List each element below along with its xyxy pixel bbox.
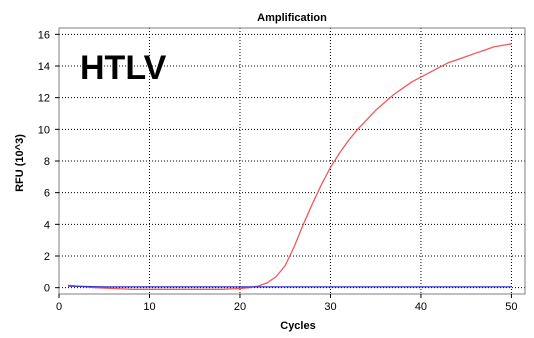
y-tick-label: 6: [44, 188, 50, 200]
y-tick-label: 0: [44, 283, 50, 295]
x-tick-label: 10: [143, 301, 155, 313]
x-tick-label: 20: [234, 301, 246, 313]
y-tick-label: 8: [44, 156, 50, 168]
y-tick-label: 4: [44, 219, 50, 231]
assay-label: HTLV: [80, 49, 167, 87]
y-tick-label: 16: [38, 29, 50, 41]
x-tick-label: 50: [505, 301, 517, 313]
chart-title: Amplification: [257, 12, 327, 24]
y-tick-label: 14: [38, 61, 50, 73]
x-tick-label: 40: [415, 301, 427, 313]
y-tick-label: 12: [38, 93, 50, 105]
x-axis-title: Cycles: [280, 320, 315, 332]
series-layer: [67, 43, 512, 290]
y-tick-label: 2: [44, 251, 50, 263]
y-axis: 0 2 4 6 8 10 12 14 16: [38, 29, 59, 295]
x-tick-label: 30: [324, 301, 336, 313]
x-axis: 0 10 20 30 40 50: [56, 294, 518, 313]
grid: [59, 28, 525, 294]
x-tick-label: 0: [56, 301, 62, 313]
series-line-2: [67, 285, 512, 288]
y-axis-title: RFU (10^3): [14, 134, 26, 192]
series-line-1: [67, 43, 512, 290]
y-tick-label: 10: [38, 124, 50, 136]
